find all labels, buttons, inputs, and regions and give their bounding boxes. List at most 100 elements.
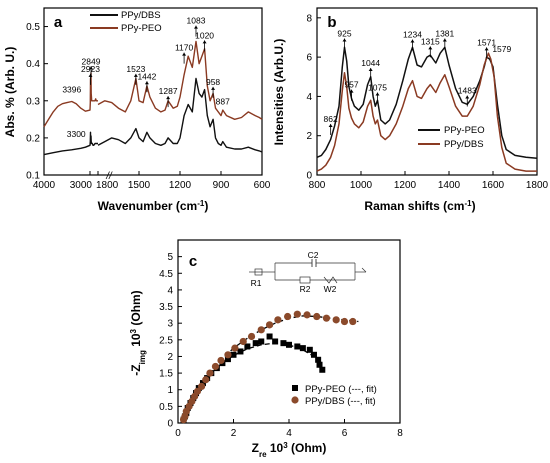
peak-label-b: 925 bbox=[337, 28, 351, 38]
peak-arrow-a-head bbox=[193, 25, 198, 29]
peak-label-a: 1020 bbox=[195, 30, 214, 40]
y-tick-label-a: 0.3 bbox=[26, 96, 40, 107]
y-axis-label-c-part: img bbox=[138, 350, 147, 364]
data-point-square bbox=[224, 356, 231, 363]
data-point-square bbox=[286, 341, 292, 348]
peak-arrow-b-head bbox=[342, 38, 347, 42]
circuit-label: C2 bbox=[308, 250, 319, 260]
data-point-square bbox=[315, 356, 322, 363]
data-point-square bbox=[237, 348, 244, 355]
peak-arrow-b-head bbox=[428, 46, 433, 50]
peak-label-a: 887 bbox=[216, 96, 230, 106]
peak-arrow-b-head bbox=[442, 38, 447, 42]
peak-label-a: 1083 bbox=[187, 16, 206, 26]
peak-arrow-b-head bbox=[465, 95, 470, 99]
peak-label-a: 2849 bbox=[82, 56, 101, 66]
data-point-square bbox=[310, 351, 317, 358]
x-axis-label-c-part: re bbox=[259, 450, 267, 459]
circuit-label: R2 bbox=[300, 284, 311, 294]
data-point-square bbox=[316, 361, 323, 368]
peak-arrow-a-head bbox=[144, 81, 149, 85]
legend-label-a: PPy-PEO bbox=[121, 23, 162, 34]
circuit-label: R1 bbox=[251, 278, 262, 288]
peak-label-b: 862 bbox=[324, 114, 338, 124]
data-point-circle bbox=[197, 382, 206, 390]
y-tick-label-b: 2 bbox=[306, 131, 312, 142]
peak-label-b: 1571 bbox=[477, 37, 496, 47]
peak-label-a: 1523 bbox=[126, 64, 145, 74]
peak-label-a: 3300 bbox=[67, 129, 86, 139]
y-tick-label-b: 0 bbox=[306, 171, 312, 182]
y-axis-label-c: -Zimg 103 (Ohm) bbox=[129, 290, 147, 375]
x-tick-label-c: 6 bbox=[342, 428, 348, 439]
plot-frame-a bbox=[43, 7, 263, 176]
peak-label-b: 1315 bbox=[421, 36, 440, 46]
x-tick-label-a: 1800 bbox=[96, 180, 119, 191]
y-tick-label-c: 4 bbox=[167, 285, 173, 296]
x-tick-label-a: 900 bbox=[213, 180, 230, 191]
x-axis-label-c-part: 10 bbox=[267, 441, 284, 455]
data-point-circle bbox=[265, 321, 274, 329]
peak-label-b: 1044 bbox=[361, 58, 380, 68]
y-tick-label-c: 3 bbox=[167, 319, 173, 330]
data-point-circle bbox=[206, 369, 214, 377]
legend-label-c: PPy/DBS (---, fit) bbox=[305, 396, 376, 407]
peak-label-b: 1381 bbox=[435, 28, 454, 38]
x-tick-label-b: 1600 bbox=[482, 180, 505, 191]
y-tick-label-c: 2 bbox=[167, 352, 173, 363]
peak-label-b: 1579 bbox=[492, 44, 511, 54]
peak-arrow-a-head bbox=[89, 66, 94, 70]
peak-label-b: 1483 bbox=[458, 85, 477, 95]
peak-arrow-b-head bbox=[349, 89, 354, 93]
axis-break-a: // bbox=[105, 171, 113, 182]
y-tick-label-b: 8 bbox=[306, 13, 312, 24]
x-tick-label-b: 800 bbox=[309, 180, 326, 191]
x-axis-label-b: Raman shifts (cm-1) bbox=[364, 199, 475, 214]
peak-label-b: 1234 bbox=[403, 29, 422, 39]
y-tick-label-b: 4 bbox=[306, 92, 312, 103]
peak-arrow-a-head bbox=[88, 73, 93, 77]
spectrum-line-b bbox=[316, 46, 538, 160]
data-point-square bbox=[244, 343, 251, 350]
data-point-square bbox=[294, 343, 301, 350]
peak-label-a: 3396 bbox=[62, 85, 81, 95]
data-point-circle bbox=[340, 317, 349, 326]
spectrum-line-a-left bbox=[43, 72, 99, 128]
circuit-wire bbox=[361, 267, 367, 273]
y-tick-label-c: 0.5 bbox=[159, 402, 173, 413]
legend-marker-c bbox=[292, 385, 298, 391]
peak-arrow-b-head bbox=[368, 67, 373, 71]
x-tick-label-a: 1200 bbox=[169, 180, 192, 191]
y-axis-label-c-part: 3 bbox=[129, 328, 138, 333]
peak-label-a: 1170 bbox=[175, 43, 194, 53]
panel-label-c: c bbox=[189, 253, 197, 270]
x-tick-label-b: 1200 bbox=[394, 180, 417, 191]
peak-label-a: 1442 bbox=[137, 71, 156, 81]
x-tick-label-c: 2 bbox=[231, 428, 237, 439]
circuit-label: W2 bbox=[324, 284, 337, 294]
x-tick-label-c: 0 bbox=[175, 428, 181, 439]
x-axis-label-b-part: ) bbox=[472, 199, 476, 213]
peak-label-a: 1287 bbox=[159, 86, 178, 96]
data-point-circle bbox=[257, 326, 265, 334]
x-tick-label-b: 1000 bbox=[350, 180, 373, 191]
data-point-circle bbox=[202, 376, 210, 384]
legend-marker-c bbox=[291, 396, 299, 404]
y-tick-label-a: 0.2 bbox=[26, 133, 40, 144]
peak-arrow-b-head bbox=[410, 39, 415, 43]
data-point-circle bbox=[231, 344, 239, 352]
x-tick-label-a: 3000 bbox=[70, 180, 93, 191]
spectrum-line-b bbox=[316, 52, 537, 172]
legend-label-a: PPy/DBS bbox=[121, 10, 161, 21]
peak-arrow-a-head bbox=[133, 73, 138, 77]
x-axis-label-c-part: (Ohm) bbox=[288, 441, 327, 455]
data-point-square bbox=[280, 340, 287, 347]
y-tick-label-c: 0 bbox=[167, 419, 173, 430]
data-point-circle bbox=[303, 311, 311, 319]
peak-arrow-a-head bbox=[166, 96, 171, 100]
data-point-square bbox=[258, 338, 265, 345]
y-tick-label-c: 3.5 bbox=[159, 302, 173, 313]
data-point-circle bbox=[217, 356, 225, 365]
spectrum-line-a-left bbox=[43, 131, 99, 156]
